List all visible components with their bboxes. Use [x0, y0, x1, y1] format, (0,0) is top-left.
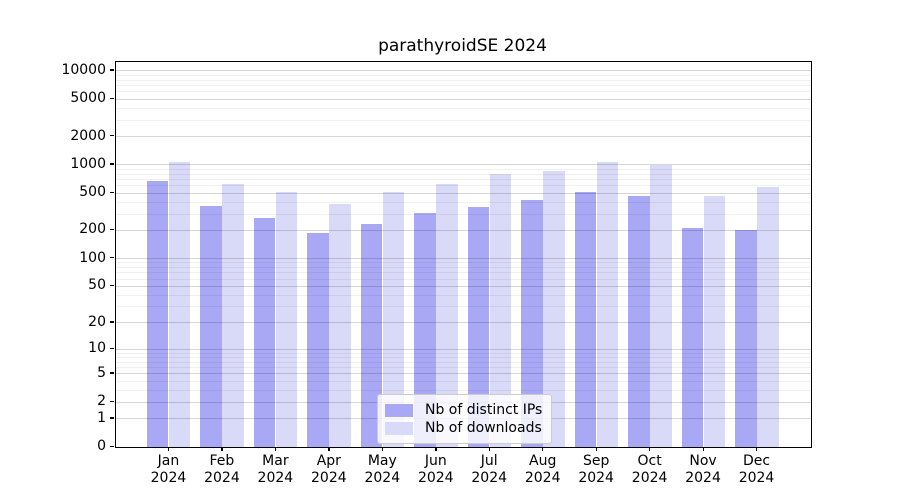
- bar-downloads-oct: [650, 164, 672, 447]
- bars-layer: [116, 62, 811, 447]
- ytick-mark-10000: [110, 69, 114, 71]
- xtick-label-apr: Apr 2024: [311, 453, 347, 486]
- ytick-label-2000: 2000: [70, 127, 106, 144]
- xtick-label-jan: Jan 2024: [150, 453, 187, 486]
- ytick-mark-5: [110, 372, 114, 374]
- legend: Nb of distinct IPs Nb of downloads: [377, 394, 553, 444]
- bar-distinct-ips-jan: [146, 181, 169, 447]
- legend-item-downloads: Nb of downloads: [385, 420, 542, 436]
- bar-distinct-ips-aug: [521, 199, 543, 447]
- ytick-label-100: 100: [79, 249, 106, 266]
- ytick-mark-0: [110, 445, 114, 447]
- ytick-mark-50: [110, 284, 114, 287]
- bar-distinct-ips-sep: [574, 191, 597, 447]
- ytick-label-1: 1: [97, 409, 106, 426]
- xtick-mark-aug: [542, 447, 544, 451]
- xtick-mark-apr: [328, 447, 330, 451]
- xtick-mark-oct: [649, 447, 651, 451]
- chart-title: parathyroidSE 2024: [378, 36, 547, 56]
- ytick-mark-5000: [110, 97, 114, 100]
- bar-downloads-feb: [222, 183, 244, 447]
- ytick-label-1000: 1000: [70, 155, 106, 172]
- xtick-label-aug: Aug 2024: [524, 453, 561, 486]
- xtick-mark-feb: [221, 447, 223, 451]
- xtick-mark-jan: [167, 447, 170, 451]
- ytick-label-50: 50: [88, 277, 106, 294]
- xtick-mark-sep: [595, 447, 597, 451]
- ytick-mark-2000: [110, 135, 114, 137]
- xtick-mark-jun: [435, 447, 437, 451]
- xtick-label-nov: Nov 2024: [685, 453, 721, 486]
- bar-downloads-jan: [168, 161, 191, 447]
- xtick-mark-jul: [488, 447, 491, 451]
- xtick-label-feb: Feb 2024: [204, 453, 240, 486]
- ytick-label-10: 10: [88, 340, 106, 357]
- xtick-mark-nov: [702, 447, 704, 451]
- xtick-label-jun: Jun 2024: [417, 453, 454, 486]
- ytick-label-20: 20: [88, 313, 106, 330]
- ytick-label-0: 0: [97, 438, 106, 454]
- ytick-mark-200: [110, 228, 114, 231]
- ytick-mark-10: [110, 347, 114, 349]
- ytick-label-5000: 5000: [70, 90, 106, 107]
- bar-downloads-sep: [596, 162, 619, 447]
- ytick-label-500: 500: [79, 184, 106, 201]
- bar-distinct-ips-jun: [414, 212, 436, 447]
- xtick-label-may: May 2024: [364, 453, 401, 486]
- ytick-label-10000: 10000: [61, 61, 106, 78]
- ytick-mark-2: [110, 400, 114, 402]
- xtick-mark-dec: [756, 447, 758, 451]
- bar-distinct-ips-apr: [307, 232, 329, 447]
- xtick-label-sep: Sep 2024: [578, 453, 614, 486]
- plot-area: Nb of distinct IPs Nb of downloads: [115, 61, 812, 448]
- ytick-label-5: 5: [97, 364, 106, 381]
- legend-label-distinct-ips: Nb of distinct IPs: [425, 402, 543, 418]
- xtick-label-mar: Mar 2024: [257, 453, 294, 486]
- ytick-mark-1: [110, 417, 114, 419]
- ytick-mark-500: [110, 191, 114, 193]
- xtick-label-dec: Dec 2024: [738, 453, 775, 486]
- bar-distinct-ips-may: [360, 224, 383, 447]
- ytick-label-200: 200: [79, 221, 106, 238]
- ytick-label-2: 2: [97, 393, 106, 410]
- legend-swatch-distinct-ips: [385, 403, 413, 417]
- bar-downloads-apr: [329, 203, 351, 447]
- bar-distinct-ips-dec: [735, 230, 757, 447]
- xtick-mark-mar: [274, 447, 277, 451]
- xtick-label-oct: Oct 2024: [631, 453, 668, 486]
- ytick-mark-1000: [110, 163, 114, 165]
- legend-swatch-downloads: [385, 421, 413, 435]
- bar-distinct-ips-feb: [200, 206, 222, 447]
- bar-distinct-ips-mar: [253, 218, 276, 447]
- legend-item-distinct-ips: Nb of distinct IPs: [385, 402, 542, 418]
- ytick-mark-100: [110, 257, 114, 259]
- bar-downloads-mar: [275, 192, 298, 447]
- xtick-label-jul: Jul 2024: [471, 453, 508, 486]
- bar-downloads-nov: [703, 196, 726, 447]
- bar-downloads-aug: [543, 171, 565, 447]
- bar-distinct-ips-jul: [467, 207, 490, 447]
- bar-distinct-ips-oct: [628, 196, 650, 447]
- bar-downloads-jun: [436, 183, 458, 447]
- bar-downloads-may: [382, 192, 405, 447]
- legend-label-downloads: Nb of downloads: [425, 420, 542, 436]
- bar-downloads-dec: [757, 187, 779, 447]
- bar-distinct-ips-nov: [681, 228, 704, 447]
- ytick-mark-20: [110, 321, 114, 323]
- bar-downloads-jul: [489, 173, 512, 447]
- xtick-mark-may: [381, 447, 384, 451]
